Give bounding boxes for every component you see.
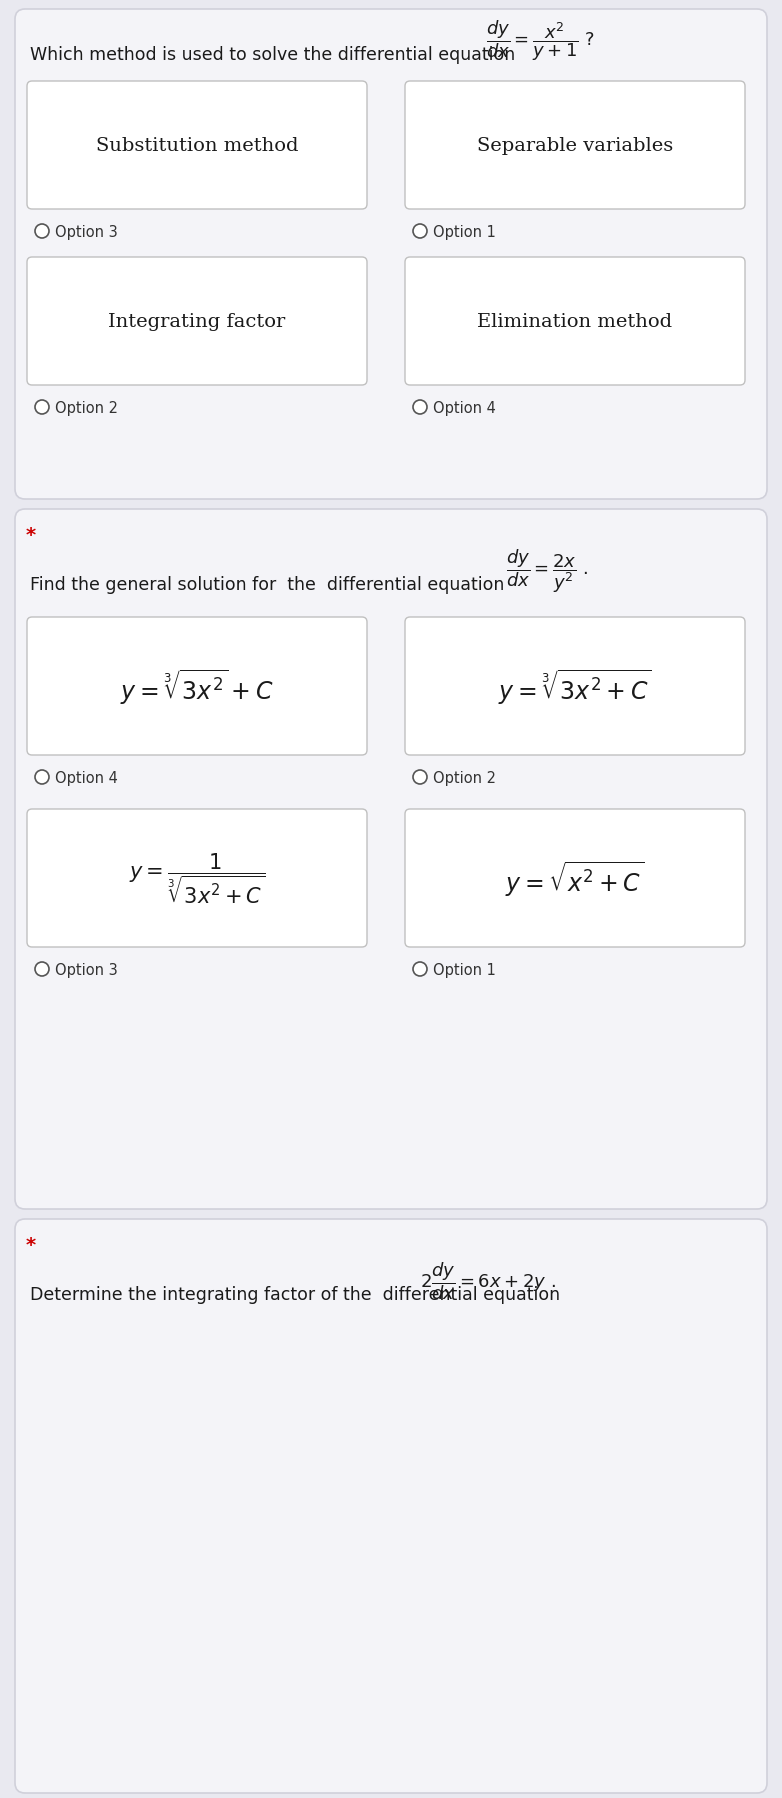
Text: $y = \sqrt{x^2 + C}$: $y = \sqrt{x^2 + C}$ bbox=[505, 859, 644, 899]
Circle shape bbox=[413, 771, 427, 784]
FancyBboxPatch shape bbox=[27, 83, 367, 210]
Text: Option 3: Option 3 bbox=[55, 225, 118, 239]
Text: Option 3: Option 3 bbox=[55, 962, 118, 976]
Text: $y = \dfrac{1}{\sqrt[3]{3x^2+C}}$: $y = \dfrac{1}{\sqrt[3]{3x^2+C}}$ bbox=[129, 852, 265, 906]
FancyBboxPatch shape bbox=[27, 809, 367, 948]
FancyBboxPatch shape bbox=[405, 809, 745, 948]
Text: Find the general solution for  the  differential equation: Find the general solution for the differ… bbox=[30, 575, 504, 593]
Circle shape bbox=[413, 401, 427, 415]
Text: *: * bbox=[26, 1235, 36, 1255]
Circle shape bbox=[35, 962, 49, 976]
Text: Which method is used to solve the differential equation: Which method is used to solve the differ… bbox=[30, 47, 515, 65]
Text: $y = \sqrt[3]{3x^2 + C}$: $y = \sqrt[3]{3x^2 + C}$ bbox=[498, 667, 652, 707]
Text: Option 4: Option 4 bbox=[433, 401, 496, 415]
Text: $2\dfrac{dy}{dx} = 6x + 2y\ .$: $2\dfrac{dy}{dx} = 6x + 2y\ .$ bbox=[420, 1259, 556, 1302]
FancyBboxPatch shape bbox=[15, 11, 767, 500]
Text: $\dfrac{dy}{dx} = \dfrac{x^2}{y+1}\ ?$: $\dfrac{dy}{dx} = \dfrac{x^2}{y+1}\ ?$ bbox=[486, 18, 595, 63]
FancyBboxPatch shape bbox=[405, 83, 745, 210]
Text: Substitution method: Substitution method bbox=[95, 137, 298, 155]
Text: Separable variables: Separable variables bbox=[477, 137, 673, 155]
FancyBboxPatch shape bbox=[15, 509, 767, 1210]
Text: Elimination method: Elimination method bbox=[478, 313, 673, 331]
FancyBboxPatch shape bbox=[15, 1219, 767, 1793]
Text: Integrating factor: Integrating factor bbox=[109, 313, 285, 331]
Circle shape bbox=[35, 225, 49, 239]
Text: *: * bbox=[26, 527, 36, 545]
FancyBboxPatch shape bbox=[405, 619, 745, 755]
Text: Option 1: Option 1 bbox=[433, 962, 496, 976]
Circle shape bbox=[35, 771, 49, 784]
Text: Option 2: Option 2 bbox=[55, 401, 118, 415]
Text: Option 2: Option 2 bbox=[433, 770, 496, 786]
Text: Option 1: Option 1 bbox=[433, 225, 496, 239]
Circle shape bbox=[413, 225, 427, 239]
Text: $\dfrac{dy}{dx} = \dfrac{2x}{y^2}\ .$: $\dfrac{dy}{dx} = \dfrac{2x}{y^2}\ .$ bbox=[506, 547, 588, 595]
FancyBboxPatch shape bbox=[27, 619, 367, 755]
Text: Option 4: Option 4 bbox=[55, 770, 118, 786]
FancyBboxPatch shape bbox=[405, 257, 745, 387]
FancyBboxPatch shape bbox=[27, 257, 367, 387]
Circle shape bbox=[35, 401, 49, 415]
Text: $y = \sqrt[3]{3x^2} + C$: $y = \sqrt[3]{3x^2} + C$ bbox=[120, 667, 274, 707]
Circle shape bbox=[413, 962, 427, 976]
Text: Determine the integrating factor of the  differential equation: Determine the integrating factor of the … bbox=[30, 1286, 560, 1304]
